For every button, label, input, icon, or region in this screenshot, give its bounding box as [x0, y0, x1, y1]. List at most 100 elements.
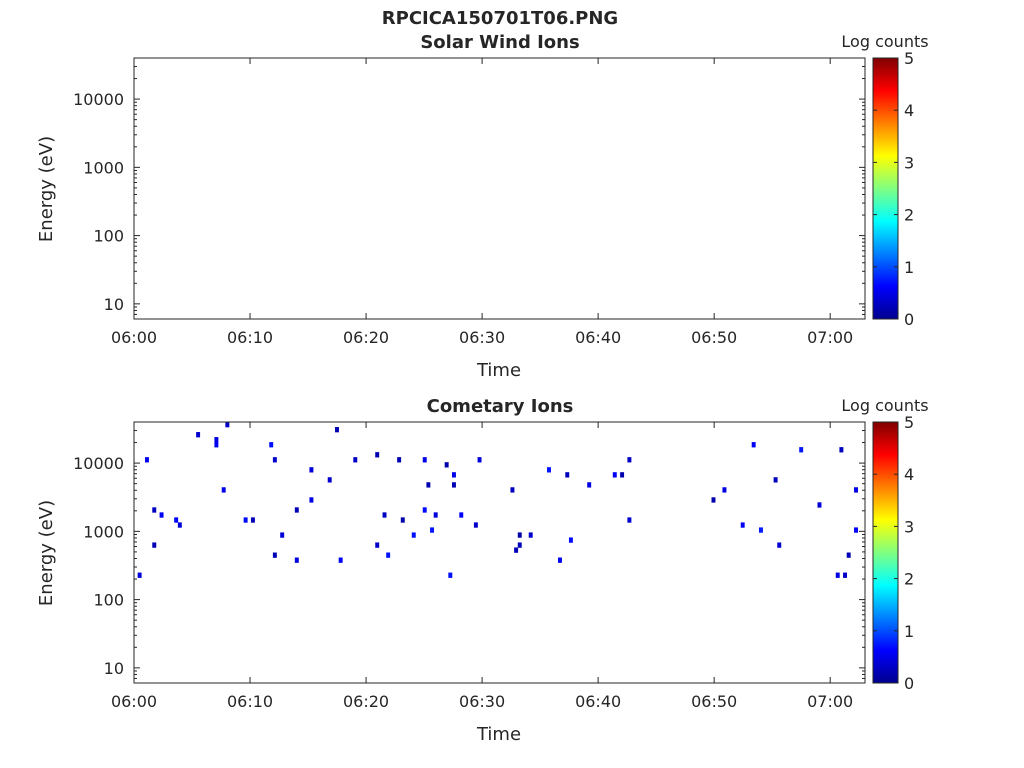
heatmap-cell — [711, 497, 716, 503]
heatmap-cell — [375, 542, 380, 548]
heatmap-cell — [269, 442, 274, 448]
y-tick-label: 1000 — [83, 158, 124, 177]
heatmap-cell — [272, 457, 277, 463]
heatmap-cell — [397, 457, 402, 463]
y-tick-label: 100 — [93, 591, 124, 610]
heatmap-cell — [740, 522, 745, 528]
heatmap-cell — [159, 512, 164, 518]
x-tick-label: 07:00 — [807, 328, 853, 347]
colorbar-tick-label: 0 — [904, 310, 914, 329]
heatmap-cell — [514, 547, 519, 553]
y-ticks: 10 100 1000 10000 — [73, 57, 865, 320]
heatmap-cell — [568, 537, 573, 543]
colorbar-tick-label: 3 — [904, 153, 914, 172]
y-axis-label: Energy (eV) — [36, 136, 57, 242]
x-tick-label: 06:40 — [575, 692, 621, 711]
heatmap-cell — [221, 487, 226, 493]
x-tick-label: 06:10 — [227, 692, 273, 711]
axes-frame — [133, 421, 866, 684]
heatmap-cell — [835, 572, 840, 578]
heatmap-cell — [430, 527, 435, 533]
heatmap-cell — [309, 467, 314, 473]
colorbar-tick-label: 3 — [904, 517, 914, 536]
y-tick-label: 100 — [93, 227, 124, 246]
y-tick-label: 10000 — [73, 454, 124, 473]
colorbar-tick-label: 5 — [904, 49, 914, 68]
y-tick-label: 1000 — [83, 522, 124, 541]
heatmap-cell — [451, 482, 456, 488]
heatmap-cell — [294, 557, 299, 563]
heatmap-cell — [411, 532, 416, 538]
heatmap-cell — [335, 427, 339, 433]
x-tick-label: 06:50 — [691, 328, 737, 347]
heatmap-cell — [777, 542, 782, 548]
y-tick-label: 10 — [104, 659, 124, 678]
heatmap-cell — [152, 542, 157, 548]
x-tick-label: 06:30 — [459, 328, 505, 347]
heatmap-cell — [557, 557, 562, 563]
heatmap-cell — [177, 522, 182, 528]
x-tick-label: 06:20 — [343, 692, 389, 711]
heatmap-cell — [327, 477, 332, 483]
heatmap-cell — [426, 482, 431, 488]
heatmap-cell — [751, 442, 756, 448]
heatmap-cell — [627, 457, 632, 463]
heatmap-cell — [722, 487, 727, 493]
heatmap-cell — [517, 532, 522, 538]
plot-area — [137, 422, 858, 578]
colorbar-tick-label: 2 — [904, 206, 914, 225]
heatmap-cell — [243, 517, 248, 523]
heatmap-cell — [839, 447, 844, 453]
heatmap-cell — [250, 517, 255, 523]
x-tick-label: 06:10 — [227, 328, 273, 347]
heatmap-cell — [547, 467, 551, 473]
heatmap-cell — [375, 452, 380, 458]
panel-cometary-ions: Cometary Ions 06:00 06:10 06:20 06:30 06:40 0… — [36, 396, 929, 745]
heatmap-cell — [137, 572, 142, 578]
x-axis-label: Time — [476, 360, 521, 381]
heatmap-cell — [565, 472, 570, 478]
colorbar-ticks: 0 1 2 3 4 5 — [873, 49, 914, 329]
heatmap-cell — [843, 572, 848, 578]
heatmap-cell — [294, 507, 299, 513]
heatmap-cell — [854, 527, 858, 533]
heatmap-cell — [280, 532, 285, 538]
heatmap-cell — [196, 432, 201, 438]
heatmap-cell — [854, 487, 858, 493]
heatmap-cell — [386, 552, 391, 558]
heatmap-cell — [587, 482, 592, 488]
heatmap-cell — [448, 572, 453, 578]
x-tick-label: 06:30 — [459, 692, 505, 711]
colorbar-tick-label: 4 — [904, 465, 914, 484]
panel-title: Solar Wind Ions — [420, 32, 579, 53]
colorbar-tick-label: 1 — [904, 258, 914, 277]
heatmap-cell — [528, 532, 533, 538]
heatmap-cell — [846, 552, 851, 558]
heatmap-cell — [309, 497, 314, 503]
heatmap-cell — [627, 517, 632, 523]
heatmap-cell — [444, 462, 449, 468]
colorbar-tick-label: 0 — [904, 674, 914, 693]
heatmap-cell — [773, 477, 778, 483]
y-ticks: 10 100 1000 10000 — [73, 421, 865, 684]
x-tick-label: 06:20 — [343, 328, 389, 347]
heatmap-cell — [799, 447, 804, 453]
heatmap-cell — [620, 472, 625, 478]
heatmap-cell — [422, 457, 427, 463]
colorbar-tick-label: 2 — [904, 570, 914, 589]
heatmap-cell — [422, 507, 427, 513]
heatmap-cell — [382, 512, 387, 518]
x-tick-label: 06:40 — [575, 328, 621, 347]
heatmap-cell — [510, 487, 515, 493]
colorbar — [872, 57, 899, 320]
colorbar-label: Log counts — [841, 32, 928, 51]
axes-frame — [133, 57, 866, 320]
heatmap-cell — [473, 522, 478, 528]
x-axis-label: Time — [476, 724, 521, 745]
colorbar-label: Log counts — [841, 396, 928, 415]
x-tick-label: 06:00 — [111, 328, 157, 347]
x-tick-label: 06:50 — [691, 692, 737, 711]
heatmap-cell — [152, 507, 157, 513]
x-ticks: 06:00 06:10 06:20 06:30 06:40 06:50 07:00 — [111, 422, 853, 711]
